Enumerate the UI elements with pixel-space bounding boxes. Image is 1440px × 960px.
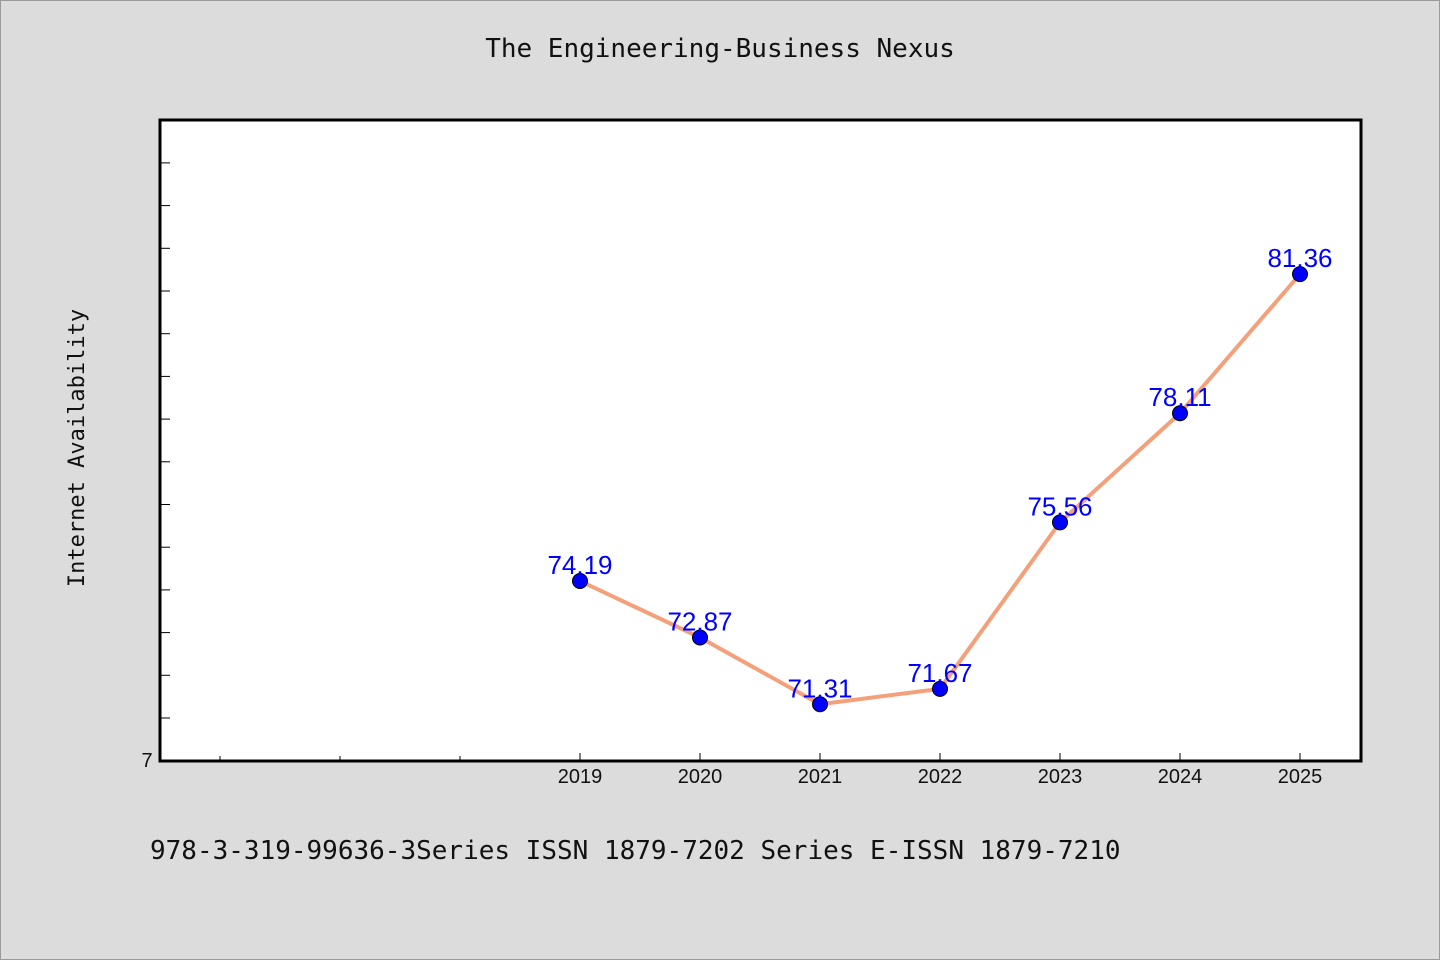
data-label: 78.11	[1148, 382, 1211, 412]
data-point-markers	[572, 266, 1308, 713]
y-tick-label: 7	[141, 750, 152, 772]
y-axis-ticks	[160, 162, 170, 719]
data-point	[1172, 405, 1188, 422]
footer-isbn-text: 978-3-319-99636-3Series ISSN 1879-7202 S…	[150, 836, 1121, 866]
data-point	[692, 629, 708, 646]
data-label: 75.56	[1027, 491, 1092, 521]
data-label: 74.19	[547, 550, 612, 580]
y-axis-label: Internet Availability	[65, 309, 90, 587]
data-label: 71.31	[787, 673, 852, 703]
x-tick-label: 2021	[798, 766, 843, 788]
data-labels: 74.19 72.87 71.31 71.67 75.56 78.11 81.36	[547, 243, 1332, 703]
data-label: 81.36	[1267, 243, 1332, 273]
data-label: 72.87	[667, 606, 732, 636]
chart-title: The Engineering-Business Nexus	[485, 34, 955, 64]
x-tick-label: 2022	[918, 766, 963, 788]
data-point	[572, 573, 588, 589]
data-point	[812, 696, 828, 713]
data-point	[932, 680, 948, 697]
x-tick-label: 2025	[1278, 766, 1323, 788]
x-tick-label: 2019	[558, 766, 603, 788]
data-point	[1052, 514, 1068, 531]
x-tick-label: 2024	[1158, 766, 1203, 788]
data-point	[1292, 266, 1308, 283]
x-tick-label: 2023	[1038, 766, 1083, 788]
x-tick-label: 2020	[678, 766, 723, 788]
x-tick-labels: 2019 2020 2021 2022 2023 2024 2025	[558, 766, 1323, 788]
data-label: 71.67	[907, 658, 972, 688]
plot-area	[158, 118, 1363, 763]
x-axis-ticks	[219, 753, 1301, 761]
